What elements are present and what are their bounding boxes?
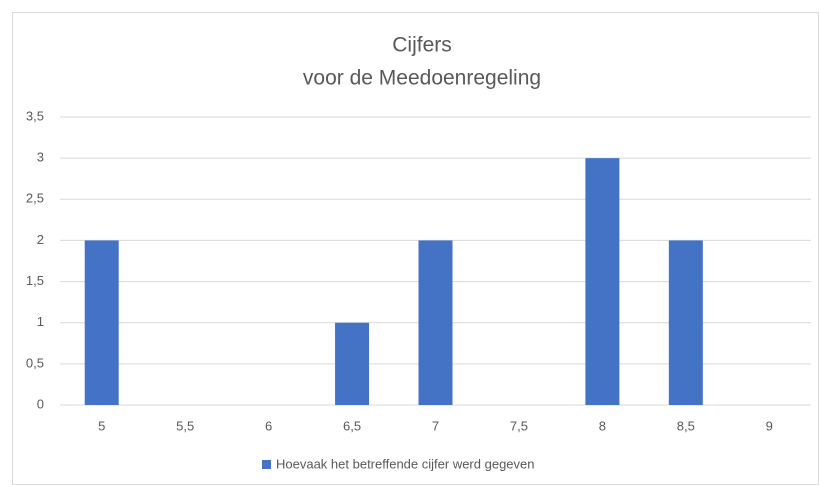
legend-label: Hoevaak het betreffende cijfer werd gege… [276,456,534,471]
bar [84,240,119,405]
x-tick-label: 5,5 [176,418,194,433]
x-tick-label: 7 [432,418,439,433]
y-tick-label: 2,5 [26,191,44,206]
y-tick-label: 3,5 [26,108,44,123]
x-tick-label: 6 [265,418,272,433]
bar [335,322,370,405]
chart-title: voor de Meedoenregeling [303,67,541,90]
y-tick-label: 2 [37,232,44,247]
x-tick-label: 6,5 [343,418,361,433]
y-tick-label: 1,5 [26,273,44,288]
x-tick-label: 9 [766,418,773,433]
y-tick-label: 0,5 [26,355,44,370]
x-tick-label: 7,5 [510,418,528,433]
y-tick-label: 1 [37,314,44,329]
y-tick-label: 0 [37,396,44,411]
bar [668,240,703,405]
legend-swatch [262,460,271,469]
y-tick-label: 3 [37,150,44,165]
bar [418,240,453,405]
x-tick-label: 8 [599,418,606,433]
x-tick-label: 8,5 [677,418,695,433]
chart-title: Cijfers [392,34,452,57]
x-tick-label: 5 [98,418,105,433]
bar [585,158,620,405]
